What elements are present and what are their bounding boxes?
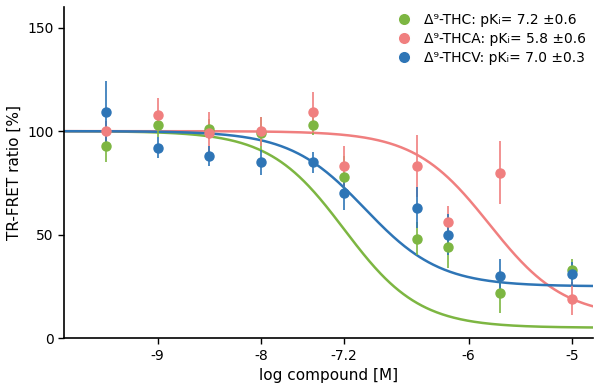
Legend: Δ⁹-THC: pKᵢ= 7.2 ±0.6, Δ⁹-THCA: pKᵢ= 5.8 ±0.6, Δ⁹-THCV: pKᵢ= 7.0 ±0.3: Δ⁹-THC: pKᵢ= 7.2 ±0.6, Δ⁹-THCA: pKᵢ= 5.8… [385,7,592,70]
Y-axis label: TR-FRET ratio [%]: TR-FRET ratio [%] [7,105,22,240]
X-axis label: log compound [M]: log compound [M] [259,368,398,383]
